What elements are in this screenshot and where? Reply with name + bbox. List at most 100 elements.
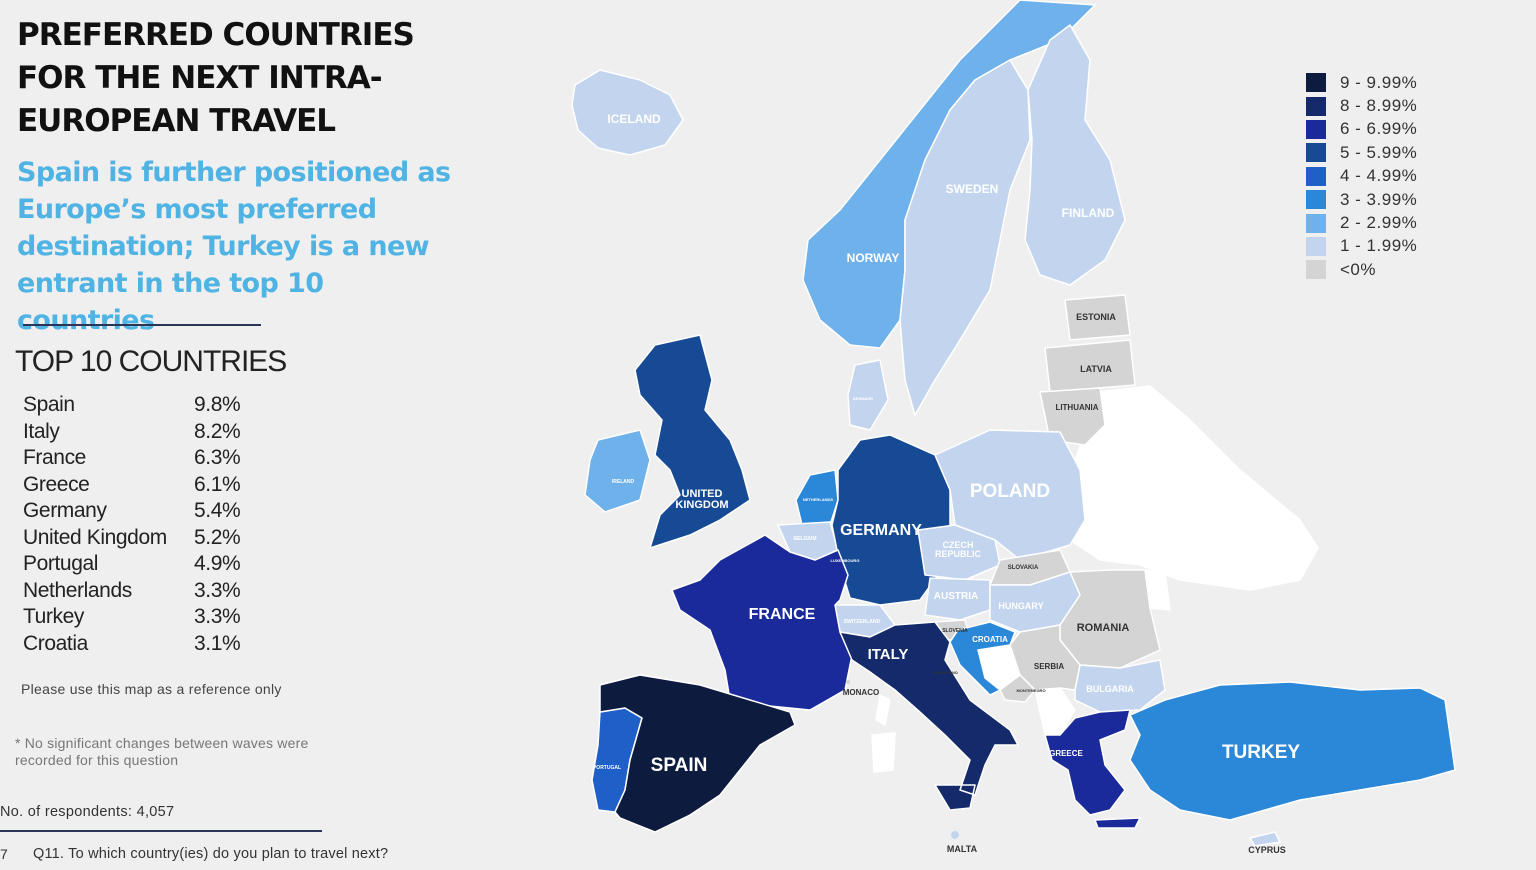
country-uk: [634, 334, 751, 549]
top10-row: Portugal 4.9%: [23, 552, 263, 579]
legend-swatch: [1306, 96, 1326, 116]
left-panel: PREFERRED COUNTRIES FOR THE NEXT INTRA-E…: [0, 0, 470, 870]
legend-item: 8 - 8.99%: [1306, 94, 1466, 117]
country-serbia: [1009, 624, 1081, 691]
page-subtitle: Spain is further positioned as Europe’s …: [17, 157, 451, 336]
legend-swatch: [1306, 213, 1326, 233]
reference-note: Please use this map as a reference only: [21, 681, 282, 697]
legend-item: <0%: [1306, 258, 1466, 281]
map-label-bulgaria: BULGARIA: [1086, 684, 1134, 694]
top10-value: 5.2%: [194, 525, 241, 549]
top10-value: 9.8%: [194, 393, 241, 416]
legend-swatch: [1306, 236, 1326, 256]
map-label-italy: ITALY: [868, 646, 909, 663]
map-label-netherlands: NETHERLANDS: [803, 497, 834, 502]
map-label-norway: NORWAY: [847, 251, 900, 265]
country-montenegro: [999, 674, 1036, 703]
divider-bottom: [0, 830, 322, 832]
legend-swatch: [1306, 190, 1326, 210]
map-legend: 9 - 9.99% 8 - 8.99% 6 - 6.99% 5 - 5.99% …: [1306, 71, 1466, 282]
top10-value: 3.3%: [194, 605, 241, 628]
legend-label: <0%: [1340, 259, 1376, 279]
country-malta: [951, 831, 959, 839]
top10-heading: TOP 10 COUNTRIES: [15, 345, 287, 378]
country-italy: [839, 621, 1019, 811]
map-label-serbia: SERBIA: [1034, 662, 1064, 671]
map-label-portugal: PORTUGAL: [593, 765, 621, 771]
top10-row: Greece 6.1%: [23, 473, 263, 500]
country-france: [671, 534, 853, 711]
country-estonia: [1064, 294, 1131, 341]
map-label-monaco: MONACO: [843, 688, 879, 697]
top10-country: Netherlands: [23, 578, 132, 602]
country-latvia: [1044, 339, 1136, 393]
changes-note: * No significant changes between waves w…: [15, 735, 309, 768]
map-label-belgium: BELGIUM: [793, 536, 816, 542]
map-label-malta: MALTA: [947, 844, 978, 854]
map-label-montenegro: MONTENEGRO: [1016, 688, 1045, 693]
country-corsica-sardinia: [871, 694, 896, 773]
country-greece: [1044, 709, 1141, 829]
map-label-croatia: CROATIA: [972, 635, 1008, 644]
top10-row: France 6.3%: [23, 446, 263, 473]
country-sweden: [899, 59, 1031, 416]
top10-country: Portugal: [23, 552, 99, 575]
top10-country: Germany: [23, 499, 107, 522]
map-label-turkey: TURKEY: [1222, 742, 1300, 763]
top10-country: Italy: [23, 419, 60, 443]
legend-label: 4 - 4.99%: [1340, 166, 1418, 186]
country-poland: [934, 429, 1086, 561]
map-label-uk: UNITED KINGDOM: [675, 488, 728, 511]
map-label-slovakia: SLOVAKIA: [1008, 565, 1039, 571]
legend-label: 2 - 2.99%: [1340, 213, 1418, 233]
country-denmark: [847, 359, 889, 431]
legend-swatch: [1306, 260, 1326, 280]
top10-value: 5.4%: [194, 499, 241, 522]
top10-value: 3.1%: [194, 631, 241, 655]
map-label-denmark: DENMARK: [853, 396, 874, 401]
top10-row: Spain 9.8%: [23, 393, 263, 420]
legend-item: 2 - 2.99%: [1306, 211, 1466, 234]
top10-row: United Kingdom 5.2%: [23, 526, 263, 553]
country-turkey: [1129, 681, 1456, 821]
map-label-latvia: LATVIA: [1080, 364, 1112, 374]
legend-item: 5 - 5.99%: [1306, 141, 1466, 164]
map-label-luxembourg: LUXEMBOURG: [831, 558, 860, 563]
map-label-romania: ROMANIA: [1077, 622, 1130, 634]
map-label-cyprus: CYPRUS: [1248, 845, 1286, 855]
top10-value: 6.3%: [194, 446, 241, 469]
country-belarus-ukraine: [1069, 385, 1319, 591]
top10-country: Turkey: [23, 605, 84, 628]
country-croatia: [949, 621, 1016, 696]
map-label-slovenia: SLOVENIA: [942, 628, 968, 634]
legend-item: 3 - 3.99%: [1306, 188, 1466, 211]
legend-label: 5 - 5.99%: [1340, 142, 1418, 162]
top10-country: France: [23, 446, 86, 469]
map-label-austria: AUSTRIA: [934, 591, 978, 602]
top10-list: Spain 9.8% Italy 8.2% France 6.3% Greece 6.1…: [23, 393, 263, 658]
country-austria: [924, 577, 991, 621]
map-label-iceland: ICELAND: [607, 112, 661, 126]
map-label-finland: FINLAND: [1062, 206, 1115, 220]
map-label-ireland: IRELAND: [612, 479, 635, 485]
country-spain: [599, 674, 796, 833]
legend-label: 6 - 6.99%: [1340, 119, 1418, 139]
map-label-czech: CZECH REPUBLIC: [935, 540, 982, 559]
map-label-estonia: ESTONIA: [1076, 312, 1116, 322]
top10-row: Italy 8.2%: [23, 420, 263, 447]
legend-label: 9 - 9.99%: [1340, 72, 1418, 92]
page-title: PREFERRED COUNTRIES FOR THE NEXT INTRA-E…: [17, 17, 415, 139]
legend-swatch: [1306, 119, 1326, 139]
map-label-sweden: SWEDEN: [946, 182, 999, 196]
country-cyprus: [1249, 831, 1281, 847]
top10-row: Croatia 3.1%: [23, 632, 263, 659]
top10-row: Germany 5.4%: [23, 499, 263, 526]
top10-country: Greece: [23, 472, 90, 496]
legend-label: 3 - 3.99%: [1340, 189, 1418, 209]
top10-row: Turkey 3.3%: [23, 605, 263, 632]
legend-swatch: [1306, 143, 1326, 163]
map-label-hungary: HUNGARY: [998, 601, 1043, 611]
legend-item: 6 - 6.99%: [1306, 118, 1466, 141]
top10-value: 8.2%: [194, 419, 241, 443]
